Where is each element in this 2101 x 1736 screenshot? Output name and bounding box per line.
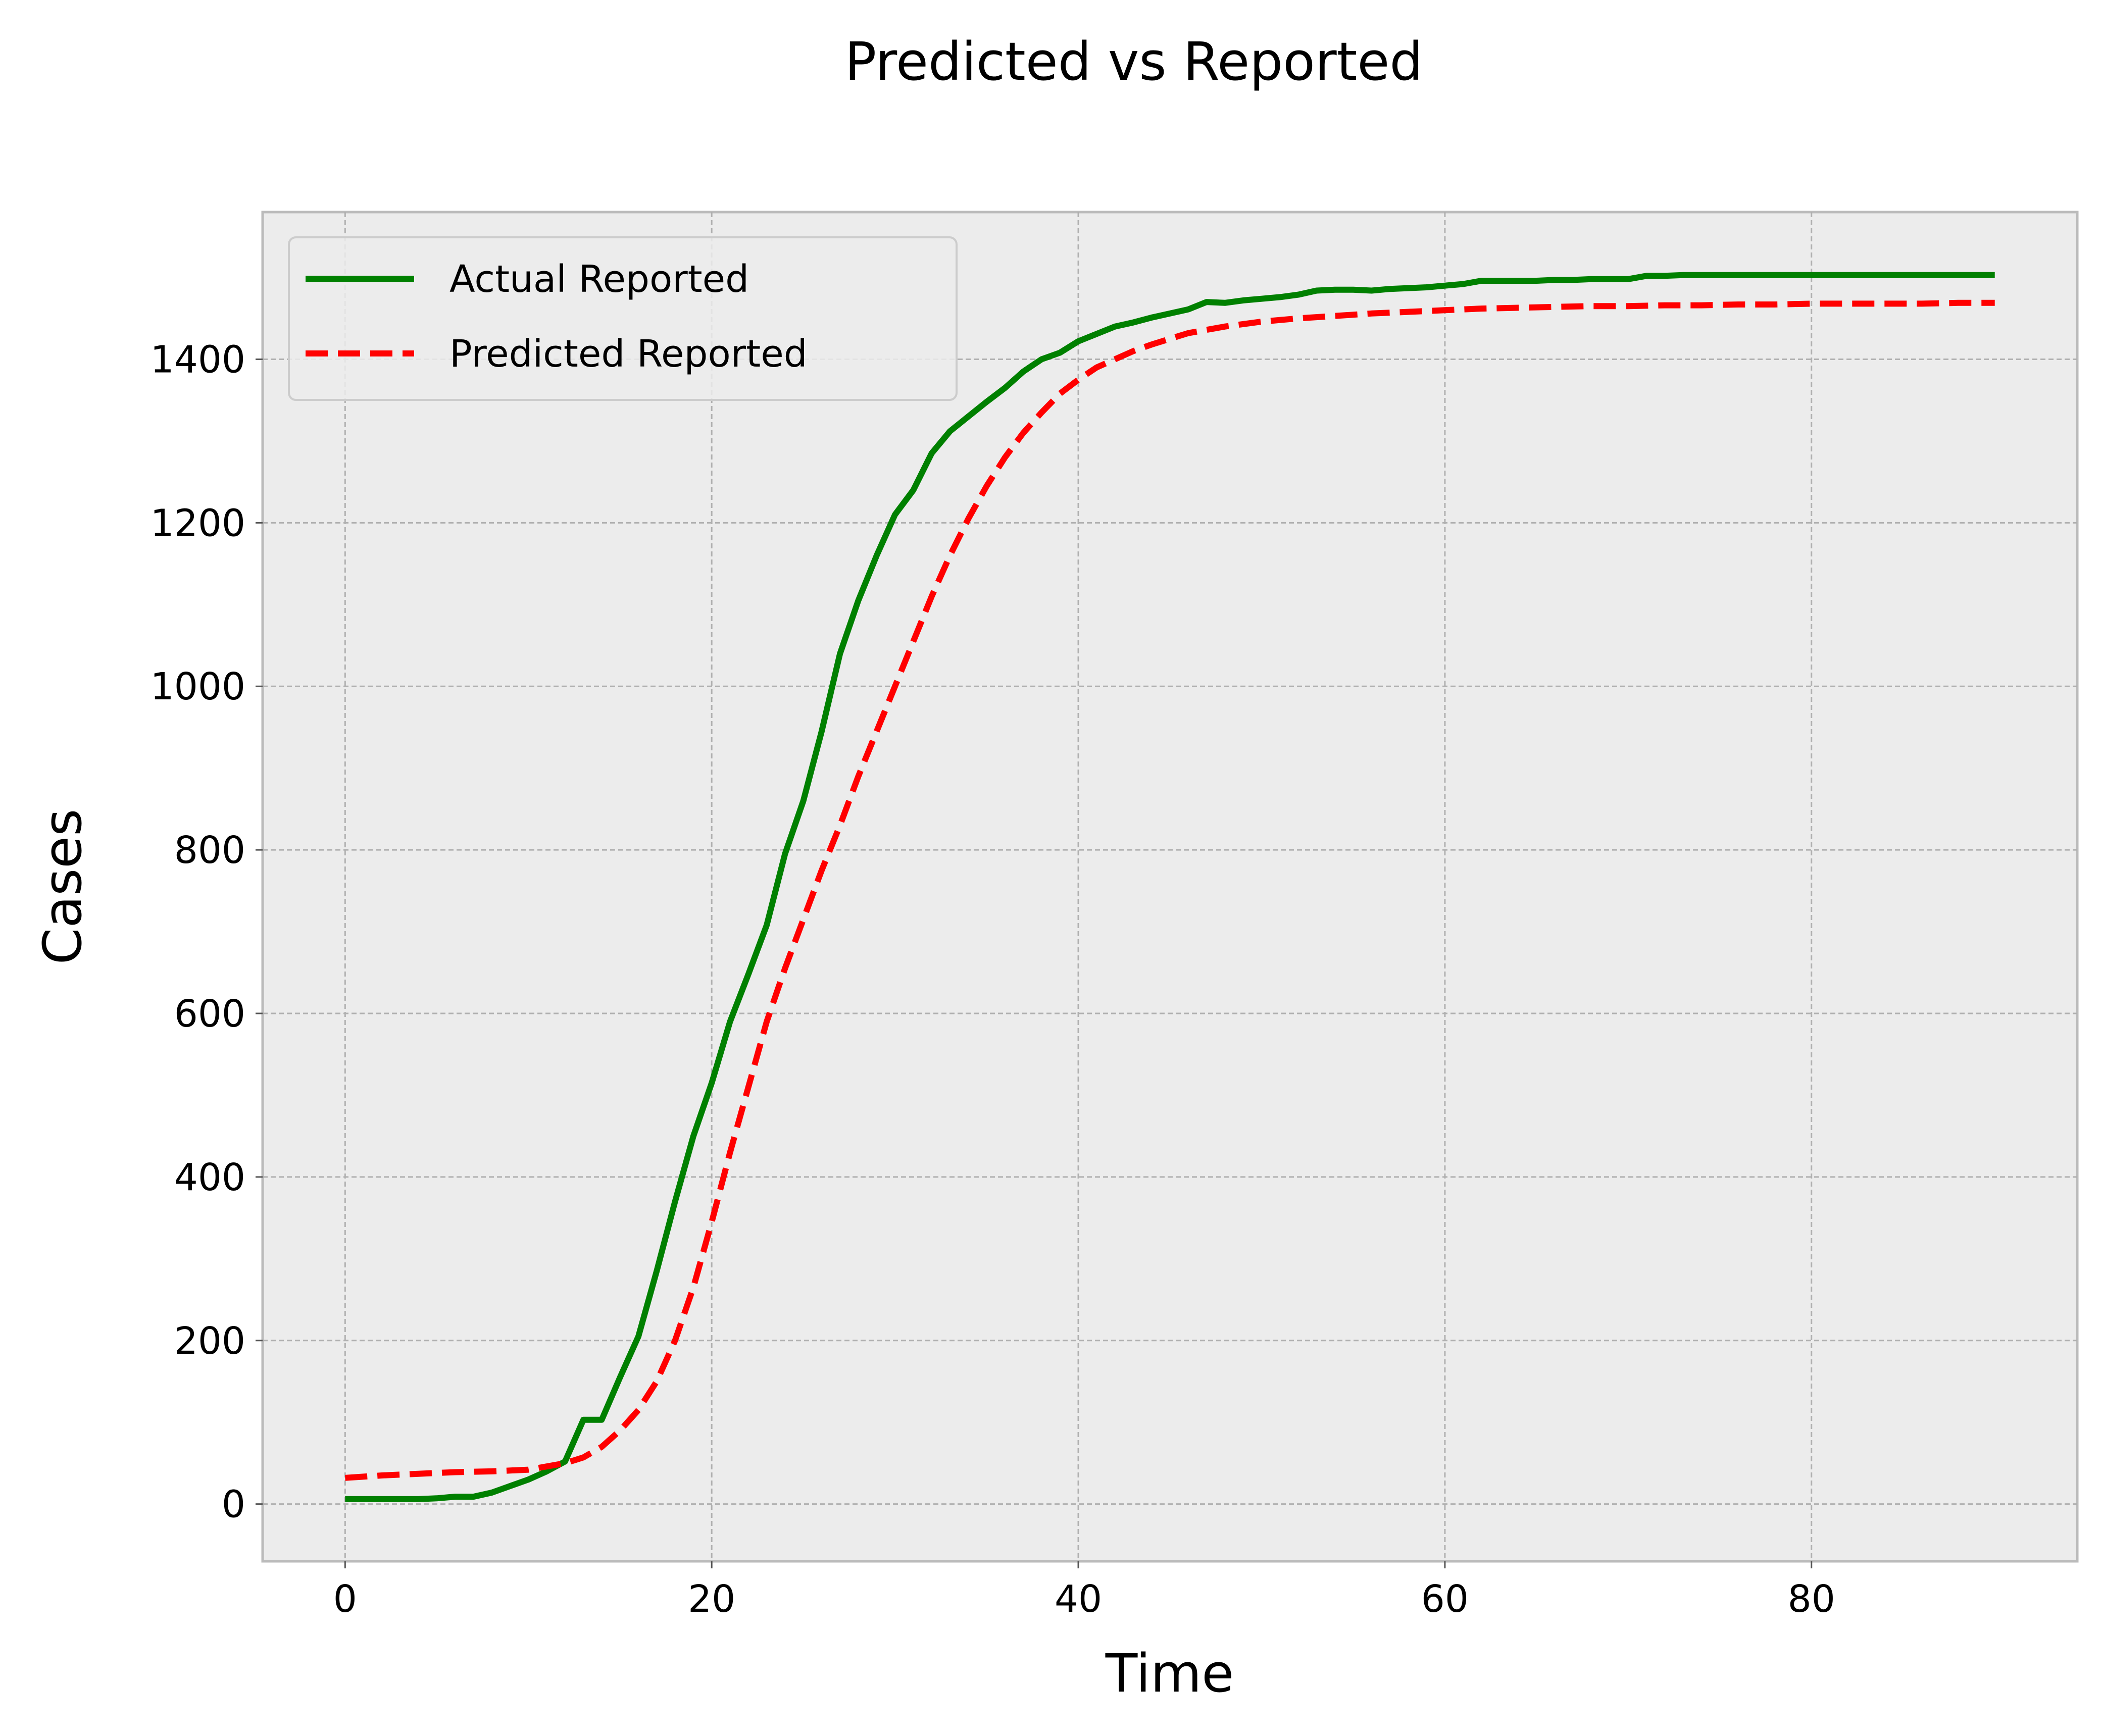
x-tick-label: 80: [1788, 1577, 1835, 1621]
legend-box: [288, 236, 958, 401]
y-tick-label: 400: [174, 1156, 245, 1199]
series-line-actual-reported: [345, 272, 1995, 1502]
x-tick-label: 20: [688, 1577, 735, 1621]
y-tick-label: 0: [222, 1483, 245, 1526]
y-tick-label: 1000: [151, 665, 245, 708]
chart-title: Predicted vs Reported: [845, 31, 1423, 92]
y-tick-label: 800: [174, 829, 245, 872]
x-axis-label: Time: [1105, 1643, 1234, 1704]
x-tick-label: 0: [333, 1577, 357, 1621]
legend-label-predicted-reported: Predicted Reported: [449, 332, 808, 376]
legend-label-actual-reported: Actual Reported: [449, 258, 749, 301]
grid: [263, 212, 2077, 1561]
y-axis-label: Cases: [32, 809, 93, 965]
y-tick-label: 200: [174, 1319, 245, 1363]
series-line-predicted-reported: [344, 299, 1995, 1481]
legend: Actual Reported Predicted Reported: [288, 236, 958, 401]
x-tick-label: 60: [1421, 1577, 1469, 1621]
y-tick-label: 600: [174, 992, 245, 1036]
series-lines: [344, 272, 1995, 1502]
y-tick-label: 1400: [151, 338, 245, 381]
x-tick-label: 40: [1055, 1577, 1102, 1621]
plot-background: [261, 211, 2079, 1563]
y-tick-label: 1200: [151, 501, 245, 545]
